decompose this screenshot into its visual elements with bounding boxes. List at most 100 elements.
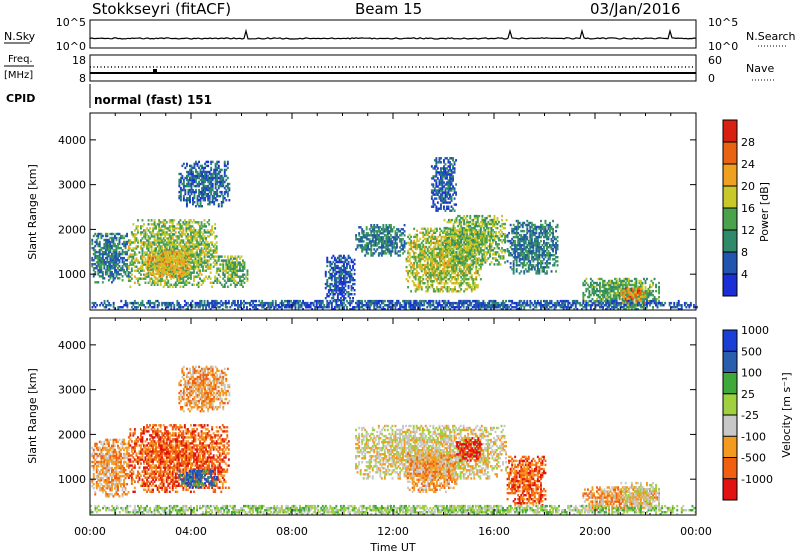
data-cell [194,251,197,254]
data-cell [411,265,414,269]
data-cell [431,229,434,233]
data-cell [443,253,446,257]
data-cell [454,251,457,254]
data-cell [391,236,394,239]
data-cell [373,240,376,243]
data-cell [449,231,452,234]
data-cell [484,224,487,228]
data-cell [193,164,196,168]
data-cell [385,234,388,237]
data-cell [377,230,380,233]
data-cell [179,178,182,182]
data-cell [370,254,373,257]
data-cell [466,235,469,238]
data-cell [173,283,176,287]
data-cell [231,271,234,274]
data-cell [455,203,458,206]
data-cell [549,258,551,261]
data-cell [458,214,461,218]
data-cell [155,247,158,250]
data-cell [341,272,344,276]
data-cell [114,244,116,248]
data-cell [439,253,441,257]
data-cell [463,249,466,252]
freq-left-tick-bottom: 8 [79,72,86,85]
data-cell [141,253,144,256]
data-cell [405,242,408,245]
data-cell [467,253,470,256]
data-cell [455,282,458,285]
data-cell [386,250,389,253]
data-cell [520,270,523,273]
data-cell [206,229,209,232]
data-cell [478,233,481,236]
data-cell [197,281,200,285]
data-cell [388,248,391,251]
data-cell [186,164,188,168]
data-cell [414,267,417,271]
data-cell [411,271,414,275]
data-cell [454,278,457,281]
data-cell [183,243,186,246]
data-cell [209,253,212,256]
data-cell [428,231,431,235]
data-cell [237,261,240,264]
data-cell [205,160,208,164]
data-cell [223,180,226,184]
data-cell [336,297,339,300]
data-cell [338,276,341,280]
data-cell [414,288,417,291]
data-cell [193,265,195,268]
data-cell [338,260,341,264]
data-cell [152,243,155,246]
data-cell [197,231,200,234]
data-cell [382,226,385,229]
data-cell [194,247,197,250]
data-cell [137,281,139,285]
data-cell [443,284,446,287]
data-cell [340,293,342,296]
data-cell [457,259,460,263]
data-cell [429,235,432,239]
data-cell [193,269,195,272]
data-cell [168,260,171,263]
data-cell [185,227,188,230]
data-cell [382,230,385,233]
data-cell [183,281,186,285]
data-cell [347,286,350,290]
data-cell [413,243,416,247]
data-cell [132,263,135,266]
data-cell [153,225,156,228]
data-cell [458,235,461,238]
data-cell [185,243,188,246]
data-cell [191,243,194,246]
data-cell [169,274,172,278]
data-cell [346,280,348,284]
data-cell [340,280,342,284]
data-cell [463,218,466,222]
data-cell [461,263,464,267]
data-cell [216,166,219,170]
data-cell [115,265,118,268]
data-cell [198,166,201,170]
data-cell [225,271,228,274]
data-cell [429,276,432,279]
data-cell [515,270,518,273]
data-cell [144,275,147,278]
data-cell [138,283,141,287]
data-cell [208,249,211,252]
data-cell [195,168,197,172]
data-cell [223,285,226,289]
data-cell [203,269,206,272]
data-cell [452,290,455,293]
data-cell [426,237,429,241]
data-cell [222,259,225,262]
data-cell [177,266,180,270]
data-cell [95,238,98,242]
data-cell [343,297,345,300]
data-cell [223,255,226,258]
data-cell [380,250,383,253]
data-cell [156,279,159,283]
data-cell [481,218,484,222]
data-cell [445,226,447,230]
